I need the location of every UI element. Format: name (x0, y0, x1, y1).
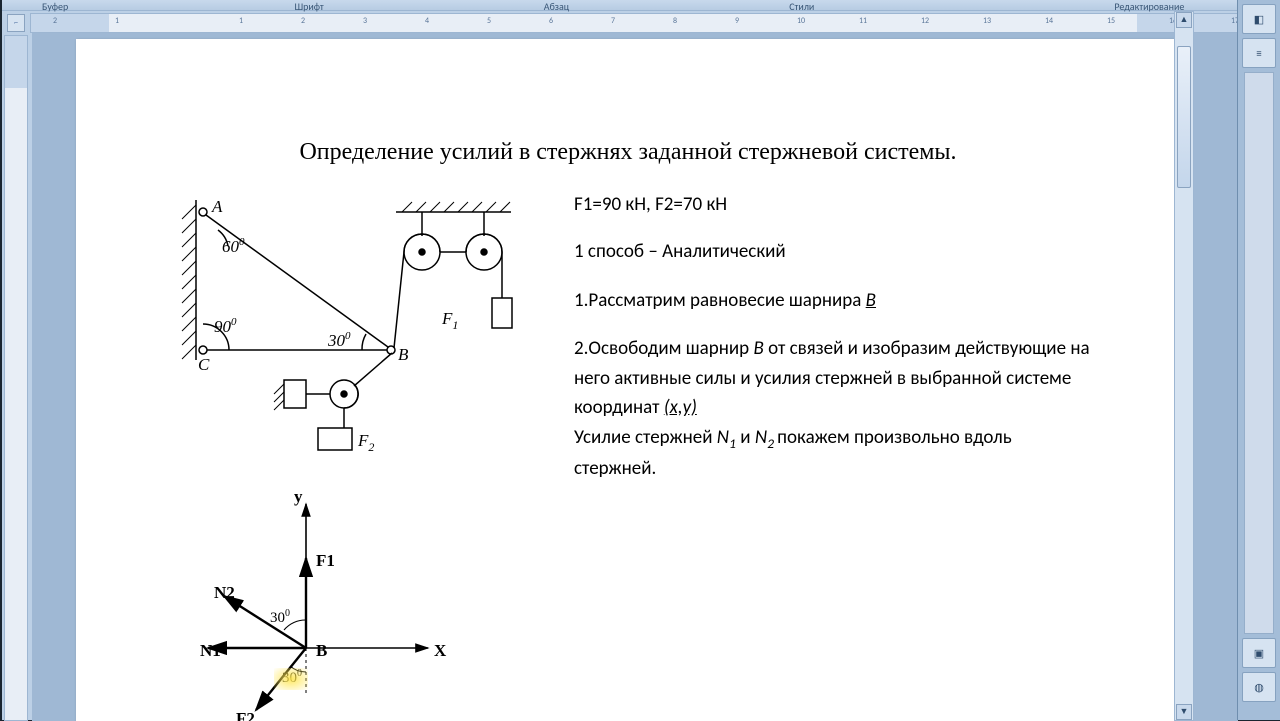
svg-text:X: X (434, 641, 447, 660)
svg-text:300: 300 (282, 668, 302, 686)
horizontal-ruler[interactable]: ⌐ 211234567891011121314151617 (30, 13, 1238, 33)
svg-text:N1: N1 (200, 641, 221, 660)
scroll-up-icon[interactable]: ▲ (1176, 12, 1192, 28)
svg-text:B: B (316, 641, 327, 660)
sidebar-button[interactable]: ◍ (1242, 672, 1276, 702)
svg-text:F1: F1 (316, 551, 335, 570)
svg-text:F2: F2 (357, 431, 374, 454)
scroll-down-icon[interactable]: ▼ (1176, 704, 1192, 720)
sidebar-track[interactable] (1244, 72, 1274, 634)
text-column: F1=90 кН, F2=70 кН 1 способ – Аналитичес… (566, 190, 1090, 721)
forces-line: F1=90 кН, F2=70 кН (574, 190, 1090, 219)
word-window: Буфер обмена Шрифт Абзац Стили Редактиро… (2, 0, 1238, 720)
svg-text:F1: F1 (441, 309, 458, 332)
svg-text:900: 900 (214, 316, 237, 336)
svg-text:300: 300 (327, 330, 351, 350)
vertical-scrollbar[interactable]: ▲ ▼ (1174, 11, 1194, 721)
svg-text:300: 300 (270, 608, 290, 626)
svg-text:B: B (398, 345, 409, 364)
svg-text:N2: N2 (214, 583, 235, 602)
sidebar-button[interactable]: ◧ (1242, 4, 1276, 34)
doc-title: Определение усилий в стержнях заданной с… (166, 139, 1090, 166)
ribbon-group[interactable]: Шрифт (294, 0, 323, 13)
right-sidebar: ◧ ≡ ▣ ◍ (1237, 0, 1280, 720)
method-line: 1 способ – Аналитический (574, 237, 1090, 266)
svg-text:y: y (294, 487, 303, 506)
freebody-diagram: y X B F1 N1 N2 F2 300 300 (166, 480, 476, 721)
svg-text:A: A (211, 197, 223, 216)
diagram-column: A B C 600 900 300 F1 F2 (166, 190, 566, 721)
step-2: 2.Освободим шарнир В от связей и изобраз… (574, 334, 1090, 483)
scroll-thumb[interactable] (1177, 46, 1191, 188)
ribbon-group[interactable]: Стили (789, 0, 814, 13)
tab-selector[interactable]: ⌐ (7, 14, 25, 32)
document-area[interactable]: Определение усилий в стержнях заданной с… (32, 33, 1238, 721)
page: Определение усилий в стержнях заданной с… (76, 39, 1180, 721)
truss-diagram: A B C 600 900 300 F1 F2 (166, 190, 556, 480)
svg-text:C: C (198, 355, 210, 374)
svg-text:F2: F2 (236, 709, 255, 721)
ribbon-group[interactable]: Абзац (544, 0, 569, 13)
ribbon-groups: Буфер обмена Шрифт Абзац Стили Редактиро… (2, 0, 1238, 11)
sidebar-button[interactable]: ▣ (1242, 638, 1276, 668)
vertical-ruler[interactable] (4, 35, 28, 721)
sidebar-button[interactable]: ≡ (1242, 38, 1276, 68)
step-1: 1.Рассматрим равновесие шарнира В (574, 286, 1090, 315)
svg-text:600: 600 (222, 236, 245, 256)
